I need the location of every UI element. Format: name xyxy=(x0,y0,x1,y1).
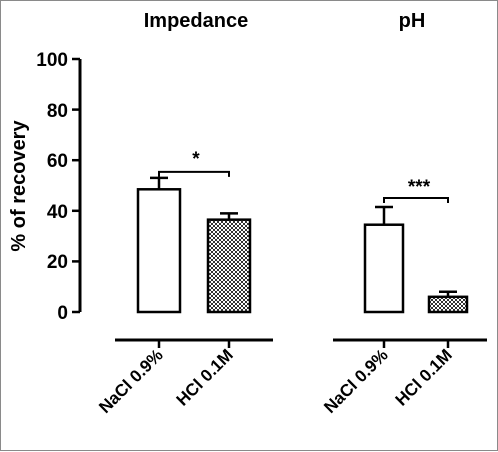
y-tick-80: 80 xyxy=(47,101,80,122)
x-label-impedance-hcl: HCl 0.1M xyxy=(173,345,237,409)
y-tick-60: 60 xyxy=(47,151,80,172)
bar-ph-nacl xyxy=(363,223,405,314)
x-label-impedance-nacl: NaCl 0.9% xyxy=(95,345,167,417)
bar-impedance-nacl xyxy=(136,188,182,314)
y-tick-label-100: 100 xyxy=(36,50,68,71)
y-tick-label-40: 40 xyxy=(47,202,68,223)
y-tick-0: 0 xyxy=(57,303,80,324)
bar-impedance-hcl xyxy=(206,218,252,314)
panel-title-ph: pH xyxy=(399,10,426,32)
significance-bracket-impedance xyxy=(158,170,230,177)
significance-bracket-ph xyxy=(383,197,449,204)
y-tick-label-20: 20 xyxy=(47,252,68,273)
y-tick-40: 40 xyxy=(47,202,80,223)
y-tick-label-0: 0 xyxy=(57,303,68,324)
significance-label-impedance: * xyxy=(192,149,200,170)
x-label-ph-nacl: NaCl 0.9% xyxy=(320,345,392,417)
y-tick-20: 20 xyxy=(47,252,80,273)
panel-title-impedance: Impedance xyxy=(144,10,248,32)
y-axis-label: % of recovery xyxy=(8,120,30,252)
significance-label-ph: *** xyxy=(408,177,431,198)
y-tick-100: 100 xyxy=(36,50,80,71)
x-label-ph-hcl: HCl 0.1M xyxy=(392,345,456,409)
bar-ph-hcl xyxy=(427,295,469,314)
bar-marks xyxy=(136,170,469,314)
y-tick-label-80: 80 xyxy=(47,101,68,122)
y-tick-label-60: 60 xyxy=(47,151,68,172)
